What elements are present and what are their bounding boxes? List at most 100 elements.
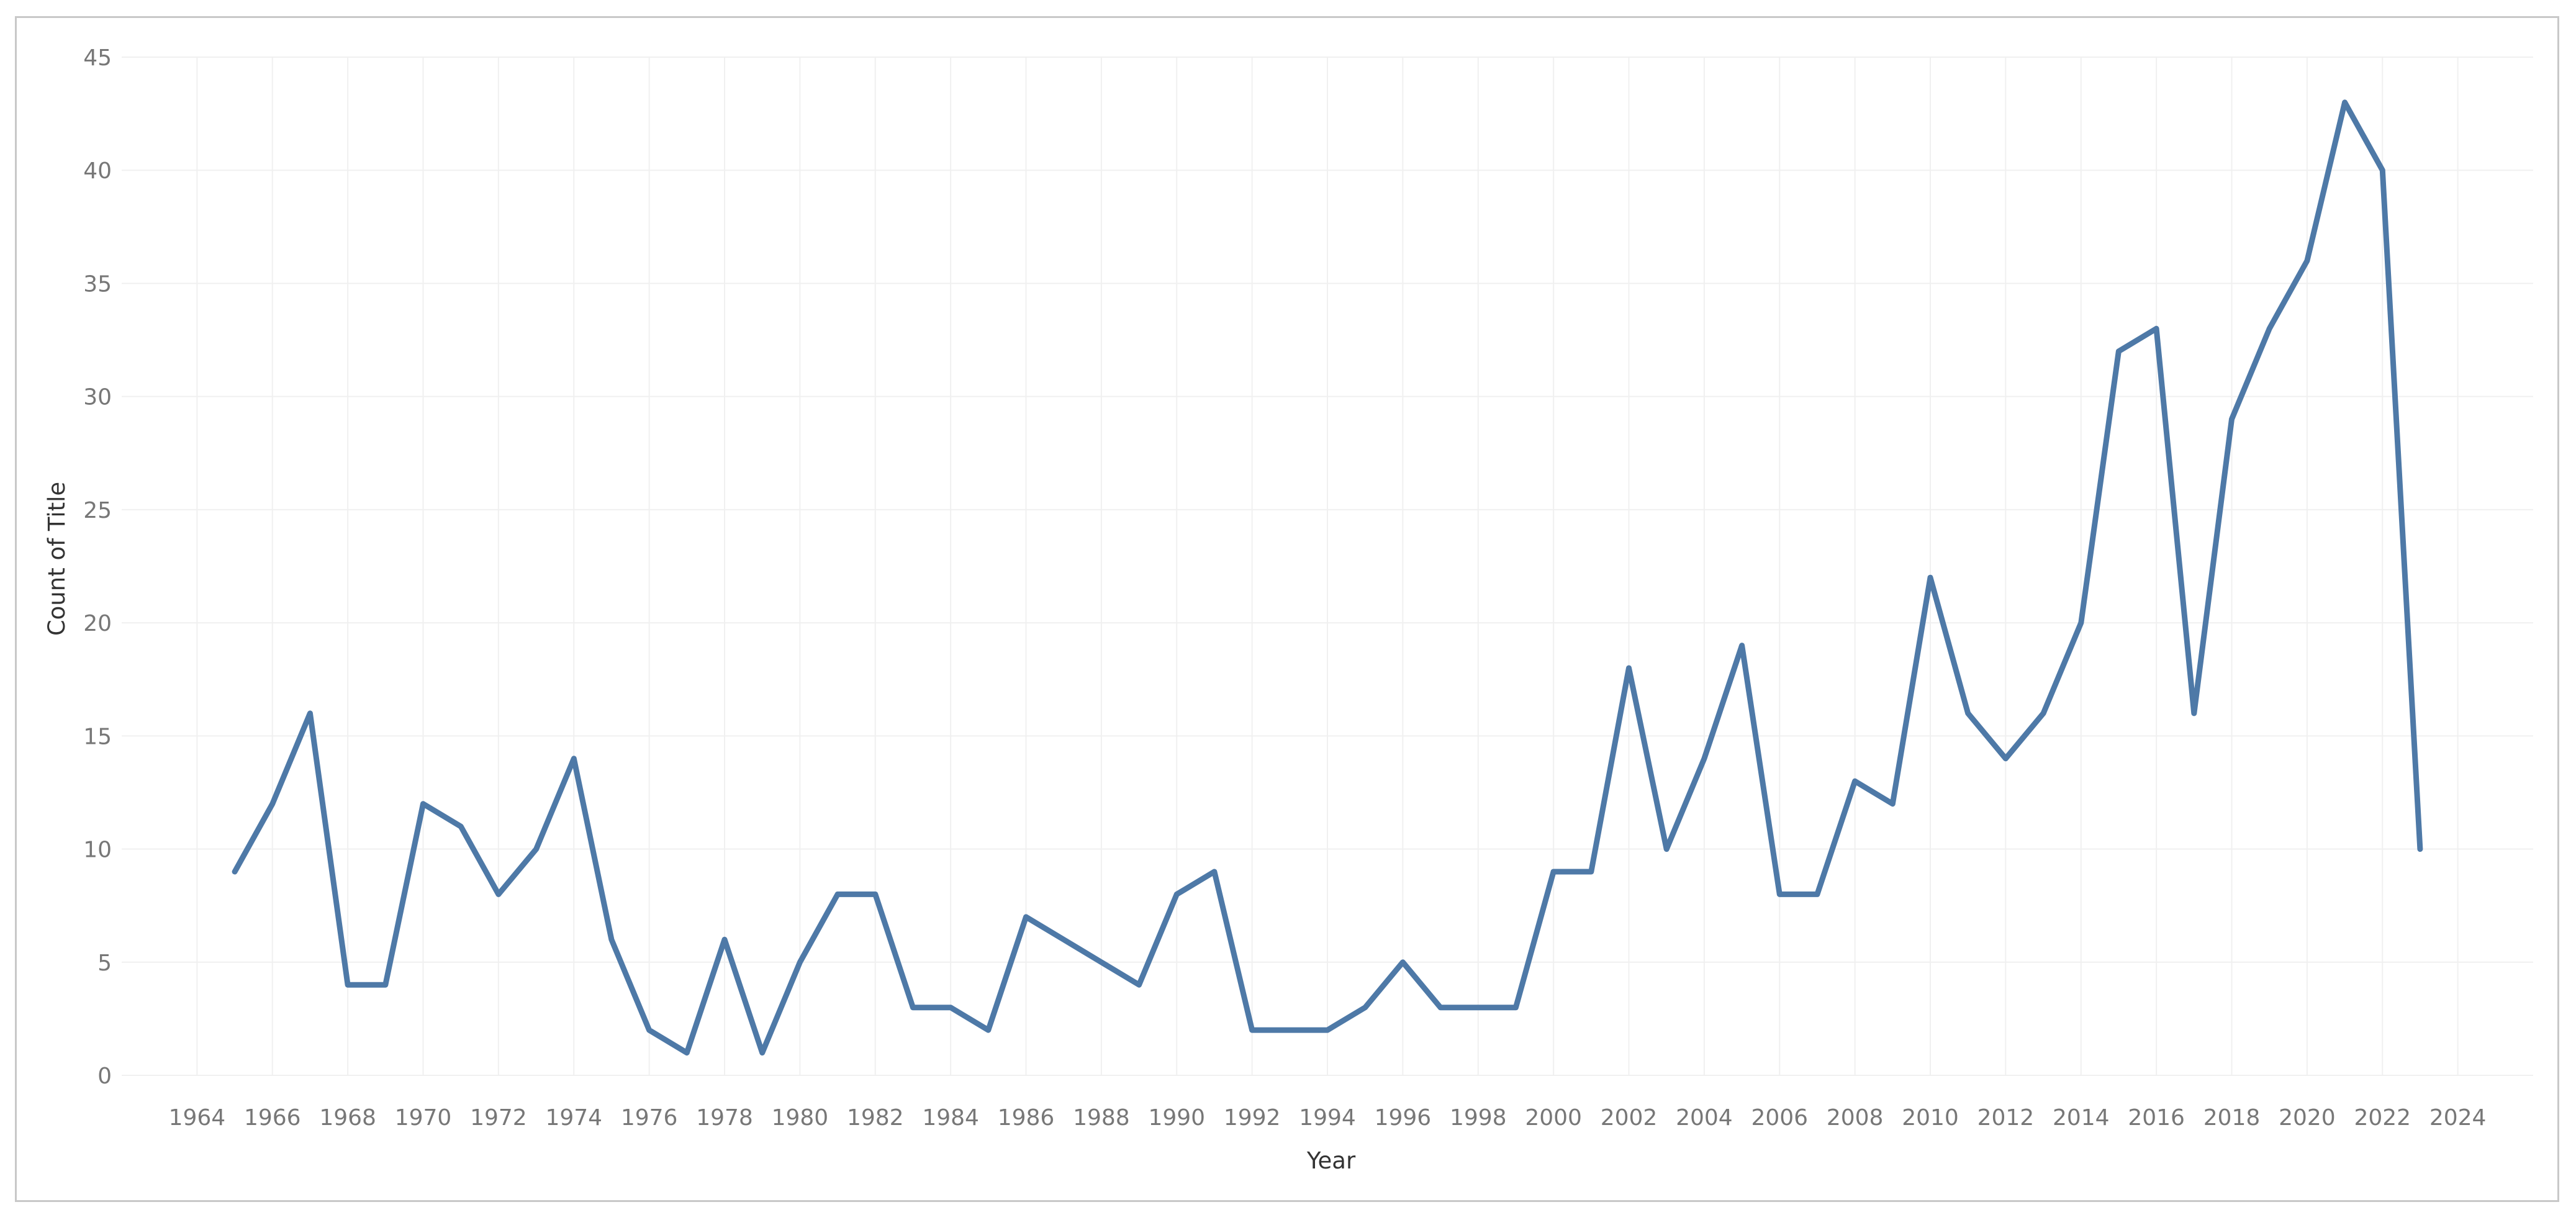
x-tick-label: 1994 <box>1299 1105 1356 1131</box>
data-point[interactable] <box>2380 168 2385 173</box>
x-tick-label: 2004 <box>1676 1105 1733 1131</box>
y-tick-label: 40 <box>83 158 112 184</box>
data-point[interactable] <box>2343 100 2348 105</box>
y-axis-title: Count of Title <box>43 482 70 636</box>
x-tick-label: 2014 <box>2053 1105 2110 1131</box>
data-point[interactable] <box>1664 847 1669 852</box>
data-point[interactable] <box>1325 1028 1330 1032</box>
x-axis-title: Year <box>1306 1147 1356 1174</box>
data-point[interactable] <box>2154 326 2159 331</box>
data-point[interactable] <box>2003 756 2008 761</box>
data-point[interactable] <box>232 869 237 874</box>
data-point[interactable] <box>1400 960 1405 965</box>
data-point[interactable] <box>722 937 727 942</box>
x-tick-label: 2008 <box>1827 1105 1884 1131</box>
data-point[interactable] <box>1099 960 1104 965</box>
x-tick-label: 1988 <box>1073 1105 1130 1131</box>
data-point[interactable] <box>1024 915 1029 920</box>
data-point[interactable] <box>684 1051 689 1055</box>
data-point[interactable] <box>2305 258 2310 263</box>
x-tick-label: 2010 <box>1902 1105 1959 1131</box>
x-tick-label: 1972 <box>470 1105 527 1131</box>
data-point[interactable] <box>760 1051 765 1055</box>
series-line <box>232 99 2423 1056</box>
y-axis-ticks: 0 5 10 15 20 25 30 35 40 45 <box>83 45 112 1089</box>
x-tick-label: 2024 <box>2429 1105 2487 1131</box>
data-point[interactable] <box>2192 711 2197 716</box>
x-tick-label: 2000 <box>1525 1105 1582 1131</box>
y-tick-label: 30 <box>83 385 112 410</box>
y-tick-label: 35 <box>83 271 112 297</box>
data-point[interactable] <box>1513 1005 1518 1010</box>
data-point[interactable] <box>910 1005 915 1010</box>
data-point[interactable] <box>1438 1005 1443 1010</box>
data-point[interactable] <box>1589 869 1594 874</box>
data-point[interactable] <box>1250 1028 1255 1032</box>
x-tick-label: 2002 <box>1601 1105 1658 1131</box>
data-point[interactable] <box>534 847 539 852</box>
data-point[interactable] <box>345 982 350 987</box>
data-point[interactable] <box>1476 1005 1481 1010</box>
data-point[interactable] <box>2079 620 2084 625</box>
data-point[interactable] <box>458 824 463 829</box>
x-tick-label: 1984 <box>922 1105 979 1131</box>
data-point[interactable] <box>1966 711 1971 716</box>
data-point[interactable] <box>1627 666 1632 671</box>
x-tick-label: 1998 <box>1450 1105 1507 1131</box>
data-point[interactable] <box>1061 937 1066 942</box>
data-point[interactable] <box>307 711 312 716</box>
x-tick-label: 1996 <box>1375 1105 1432 1131</box>
data-point[interactable] <box>571 756 576 761</box>
data-point[interactable] <box>2116 349 2121 354</box>
x-tick-label: 2020 <box>2279 1105 2336 1131</box>
y-tick-label: 0 <box>97 1064 112 1089</box>
data-point[interactable] <box>1287 1028 1292 1032</box>
x-tick-label: 1982 <box>847 1105 904 1131</box>
x-tick-label: 2016 <box>2128 1105 2185 1131</box>
x-tick-label: 1980 <box>772 1105 829 1131</box>
data-point[interactable] <box>1363 1005 1368 1010</box>
x-axis-ticks: 1964 1966 1968 1970 1972 1974 1976 1978 1980 1982… <box>169 1105 2487 1131</box>
data-point[interactable] <box>1551 869 1556 874</box>
data-point[interactable] <box>2041 711 2046 716</box>
series-layer <box>232 99 2423 1056</box>
data-point[interactable] <box>1740 643 1745 648</box>
data-point[interactable] <box>421 802 426 807</box>
x-tick-label: 1970 <box>395 1105 452 1131</box>
data-point[interactable] <box>797 960 802 965</box>
data-point[interactable] <box>873 892 878 897</box>
x-tick-label: 1974 <box>545 1105 602 1131</box>
x-tick-label: 1966 <box>244 1105 301 1131</box>
x-tick-label: 1992 <box>1224 1105 1281 1131</box>
data-point[interactable] <box>986 1028 991 1032</box>
data-point[interactable] <box>948 1005 953 1010</box>
x-tick-label: 1986 <box>998 1105 1055 1131</box>
x-tick-label: 2022 <box>2354 1105 2411 1131</box>
data-point[interactable] <box>270 802 275 807</box>
data-point[interactable] <box>496 892 501 897</box>
data-point[interactable] <box>1137 982 1142 987</box>
data-point[interactable] <box>1853 779 1858 784</box>
x-tick-label: 2006 <box>1751 1105 1808 1131</box>
data-point[interactable] <box>2418 847 2423 852</box>
data-point[interactable] <box>1702 756 1707 761</box>
chart-frame <box>15 16 2559 1202</box>
data-point[interactable] <box>2267 326 2272 331</box>
data-point[interactable] <box>1777 892 1782 897</box>
data-point[interactable] <box>1890 802 1895 807</box>
data-point[interactable] <box>1928 575 1933 580</box>
data-point[interactable] <box>835 892 840 897</box>
y-tick-label: 15 <box>83 724 112 749</box>
gridlines <box>122 56 2533 1076</box>
data-point[interactable] <box>1815 892 1820 897</box>
x-tick-label: 1978 <box>696 1105 753 1131</box>
data-point[interactable] <box>2230 417 2235 422</box>
data-point[interactable] <box>1212 869 1217 874</box>
data-point[interactable] <box>609 937 614 942</box>
data-point[interactable] <box>383 982 388 987</box>
y-tick-label: 20 <box>83 611 112 636</box>
y-tick-label: 45 <box>83 45 112 71</box>
data-point[interactable] <box>1174 892 1179 897</box>
data-point[interactable] <box>647 1028 652 1032</box>
